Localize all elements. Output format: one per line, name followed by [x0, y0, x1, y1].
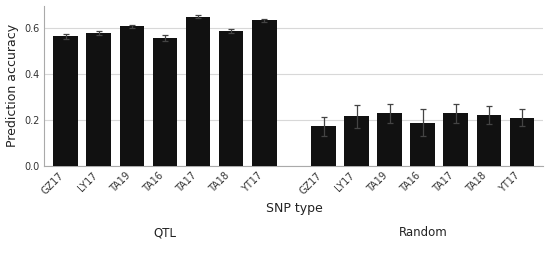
Bar [444, 113, 468, 165]
Bar [252, 20, 277, 165]
Bar [377, 113, 402, 165]
Bar [509, 118, 534, 165]
Y-axis label: Prediction accuracy: Prediction accuracy [5, 24, 19, 147]
Bar [87, 33, 111, 165]
Bar [311, 126, 336, 165]
Bar [477, 115, 501, 165]
X-axis label: SNP type: SNP type [266, 202, 322, 215]
Text: QTL: QTL [154, 226, 176, 239]
Text: Random: Random [399, 226, 447, 239]
Bar [153, 38, 177, 165]
Bar [219, 31, 244, 165]
Bar [186, 17, 210, 165]
Bar [53, 36, 78, 165]
Bar [411, 123, 435, 165]
Bar [344, 116, 369, 165]
Bar [120, 26, 144, 165]
